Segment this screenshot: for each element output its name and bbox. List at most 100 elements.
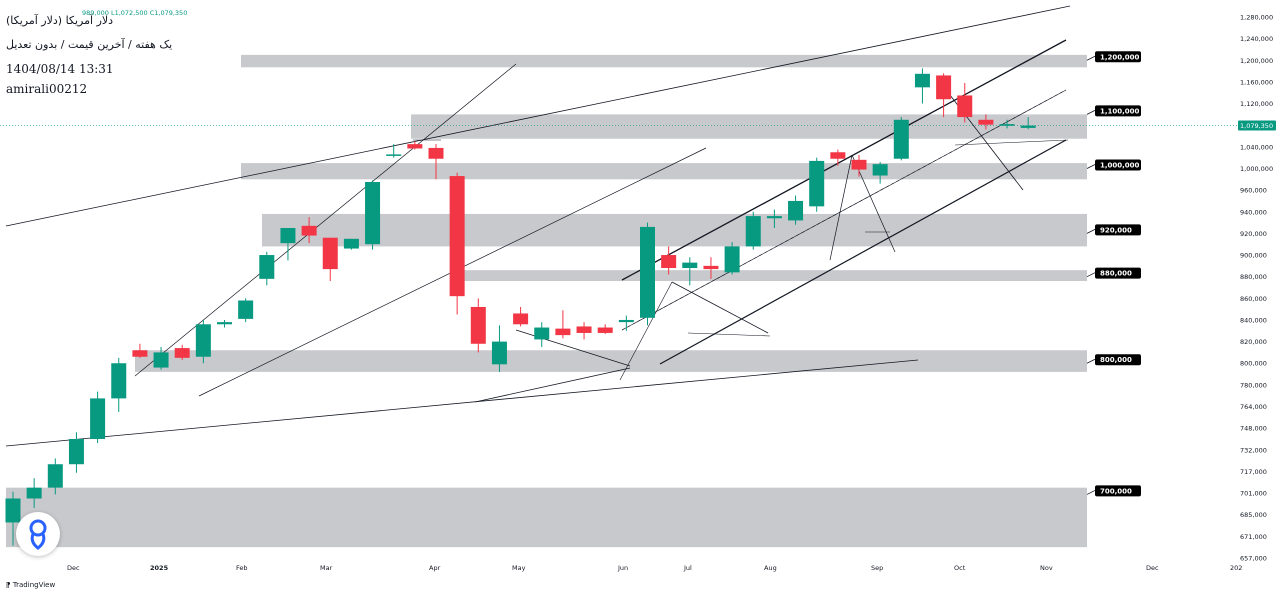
y-tick-label: 900,000 [1240,252,1267,260]
candle-body [555,328,571,336]
candle-body [491,341,507,365]
y-tick-label: 717,000 [1240,468,1267,476]
x-tick-label: Sep [871,564,883,572]
level-tag [1095,105,1141,117]
candle-body [153,352,169,368]
candle-body [851,159,867,170]
y-tick-label: 748,000 [1240,425,1267,433]
y-tick-label: 764,000 [1240,403,1267,411]
candle-body [724,246,740,273]
candle-body [745,216,761,247]
level-tag-label: 700,000 [1100,487,1132,495]
level-tag-label: 920,000 [1100,226,1132,234]
y-tick-label: 800,000 [1240,360,1267,368]
level-tag [1095,51,1141,63]
trend-line [619,281,673,381]
level-tag-label: 1,000,000 [1100,161,1140,169]
brand-label: TradingView [12,581,56,589]
time-axis[interactable]: Dec 2025 Feb Mar Apr May Jun Jul Aug Sep Oct Nov Dec… [67,564,1242,572]
y-tick-label: 657,000 [1240,555,1267,563]
candle-body [957,95,973,118]
candle-body [872,164,888,176]
tv-logo-icon: ⁋ [6,581,13,589]
candle-body [766,216,782,219]
ohlc-readout: 989,000 L1,072,500 C1,079,350 [82,9,188,17]
candle-body [386,154,402,156]
price-axis[interactable]: 1,280,000 1,240,000 1,200,000 1,160,000 1,12… [1238,14,1276,563]
level-tag [1095,224,1141,236]
x-tick-label: Dec [1146,564,1159,572]
x-tick-label: Jun [617,564,628,572]
x-tick-label: Oct [954,564,966,572]
x-tick-label: Dec [67,564,80,572]
zone-rect [135,350,1087,372]
level-leader-line [1086,272,1096,278]
trend-line [659,139,1067,365]
candle-body [322,237,338,270]
candle-body [301,225,317,236]
trend-line [671,281,769,334]
y-tick-label: 820,000 [1240,338,1267,346]
candle-body [259,255,275,279]
y-tick-label: 880,000 [1240,273,1267,281]
candle-body [428,147,444,159]
candle-body [343,238,359,249]
candle-body [111,363,127,399]
y-tick-label: 1,240,000 [1240,35,1273,43]
candle-body [703,265,719,270]
watermark-logo [16,512,60,556]
candle-body [449,176,465,297]
candles [5,68,1036,546]
candle-body [597,327,613,333]
y-tick-label: 1,000,000 [1240,165,1273,173]
x-tick-label: May [512,564,526,572]
candle-body [936,75,952,100]
y-tick-label: 685,000 [1240,511,1267,519]
y-tick-label: 840,000 [1240,316,1267,324]
level-tag-label: 880,000 [1100,270,1132,278]
y-tick-label: 671,000 [1240,533,1267,541]
candle-body [217,322,232,325]
candle-body [407,144,423,149]
level-tag-label: 1,200,000 [1100,53,1140,61]
x-tick-label: Aug [764,564,777,572]
candle-body [788,200,804,221]
y-tick-label: 780,000 [1240,381,1267,389]
y-tick-label: 1,200,000 [1240,57,1273,65]
x-tick-label: 2025 [150,564,169,572]
trend-line [474,367,631,403]
candle-body [682,262,698,269]
x-tick-label: Nov [1040,564,1053,572]
level-tag [1095,354,1141,366]
chart-subtitle: یک هفته / آخرین قیمت / بدون تعدیل [6,38,173,51]
candle-body [830,152,846,159]
candle-body [618,319,634,323]
candle-body [195,324,211,357]
level-leader-line [1086,229,1096,234]
trend-line [621,39,1067,281]
trend-line [134,63,517,377]
candle-body [470,306,486,344]
zone-rect [463,270,1087,282]
y-tick-label: 860,000 [1240,295,1267,303]
tradingview-brand: ⁋ TradingView [6,581,55,589]
y-tick-label: 1,280,000 [1240,14,1273,22]
trend-line [5,359,919,447]
candle-body [893,119,909,159]
candle-body [365,182,381,245]
candle-body [576,326,592,333]
trend-lines [0,5,1237,447]
candle-body [47,464,63,488]
level-tag-label: 800,000 [1100,356,1132,364]
candle-body [661,255,677,269]
candle-body [5,498,21,523]
candle-body [174,348,190,358]
candle-body [640,226,655,318]
candle-body [68,438,84,465]
zone-rect [262,213,1087,247]
trend-line [954,139,1069,146]
candle-body [1020,125,1036,128]
level-leader-line [1086,55,1096,61]
last-price-tag [1238,120,1276,131]
